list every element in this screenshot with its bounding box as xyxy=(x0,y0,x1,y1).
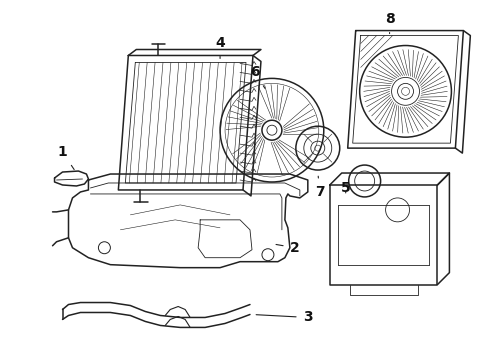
Text: 7: 7 xyxy=(315,176,324,199)
Text: 1: 1 xyxy=(58,145,74,170)
Text: 3: 3 xyxy=(256,310,313,324)
Text: 8: 8 xyxy=(385,12,394,33)
Text: 6: 6 xyxy=(250,66,265,88)
Text: 2: 2 xyxy=(276,241,300,255)
Text: 5: 5 xyxy=(341,181,350,195)
Text: 4: 4 xyxy=(215,36,225,58)
